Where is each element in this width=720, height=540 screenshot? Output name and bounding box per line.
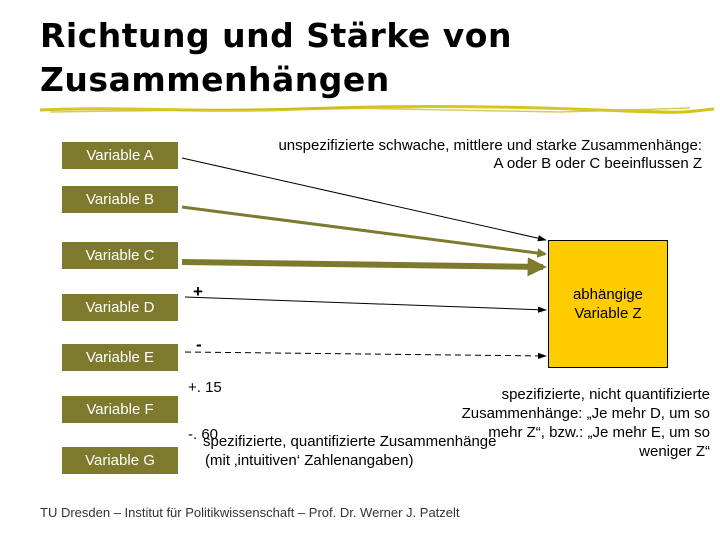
coefficient-g-label: -. 60	[188, 426, 219, 443]
nonquantified-note-line-4: weniger Z“	[639, 443, 710, 460]
arrow-a-to-z	[181, 157, 547, 242]
plus-sign-label: +	[193, 282, 203, 301]
arrow-c-to-z	[181, 257, 547, 277]
slide-footer: TU Dresden – Institut für Politikwissens…	[40, 505, 460, 520]
title-line-2: Zusammenhängen	[40, 60, 390, 99]
variable-e-box: Variable E	[62, 344, 178, 371]
variable-d-box: Variable D	[62, 294, 178, 321]
unspecified-note-line-1: unspezifizierte schwache, mittlere und s…	[278, 137, 702, 154]
quantified-note-line-2: (mit ‚intuitiven‘ Zahlenangaben)	[205, 452, 414, 469]
nonquantified-note-line-1: spezifizierte, nicht quantifizierte	[501, 386, 710, 403]
variable-a-box: Variable A	[62, 142, 178, 169]
variable-b-box: Variable B	[62, 186, 178, 213]
variable-c-box: Variable C	[62, 242, 178, 269]
nonquantified-note: spezifizierte, nicht quantifizierte Zusa…	[410, 385, 710, 461]
quantified-note: spezifizierte, quantifizierte Zusammenhä…	[203, 432, 496, 470]
arrow-d-to-z	[184, 296, 547, 313]
dependent-label-line-1: abhängige	[572, 286, 644, 303]
dependent-variable-z-box: abhängige Variable Z	[548, 240, 668, 368]
arrow-b-to-z	[181, 205, 547, 258]
title-underline	[40, 104, 714, 114]
nonquantified-note-line-3: mehr Z“, bzw.: „Je mehr E, um so	[488, 424, 710, 441]
unspecified-note-line-2: A oder B oder C beeinflussen Z	[493, 155, 702, 172]
unspecified-note: unspezifizierte schwache, mittlere und s…	[190, 137, 702, 173]
dependent-label-line-2: Variable Z	[574, 305, 642, 322]
arrow-e-to-z	[184, 351, 547, 360]
nonquantified-note-line-2: Zusammenhänge: „Je mehr D, um so	[461, 405, 710, 422]
coefficient-f-label: +. 15	[188, 379, 222, 396]
variable-g-box: Variable G	[62, 447, 178, 474]
minus-sign-label: -	[196, 335, 202, 354]
variable-f-box: Variable F	[62, 396, 178, 423]
quantified-note-line-1: spezifizierte, quantifizierte Zusammenhä…	[203, 433, 497, 450]
slide-title: Richtung und Stärke von Zusammenhängen	[40, 14, 680, 102]
title-line-1: Richtung und Stärke von	[40, 16, 512, 55]
